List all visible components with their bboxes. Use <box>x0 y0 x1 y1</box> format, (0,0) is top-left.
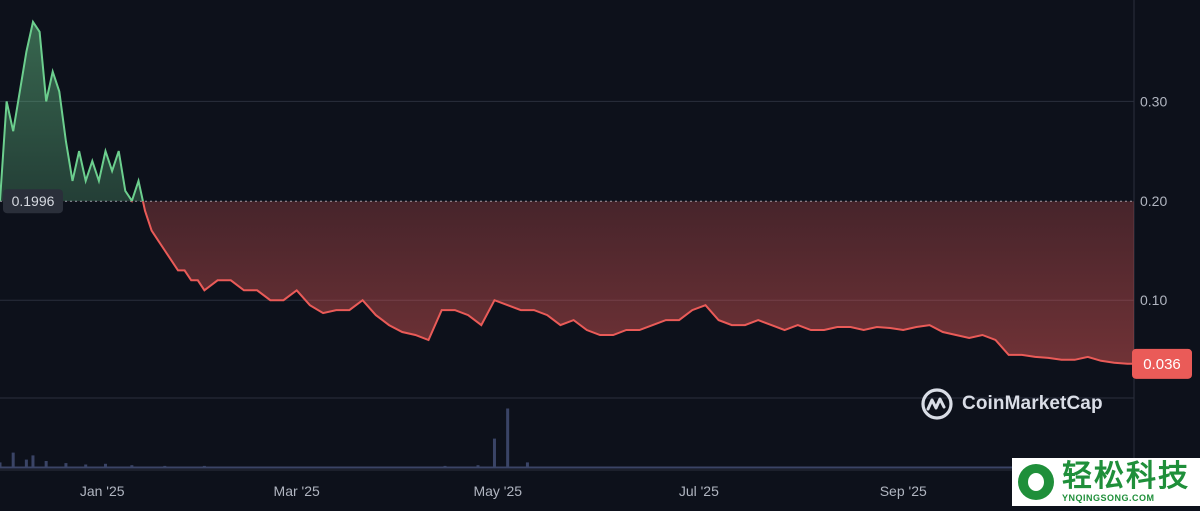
x-tick-label: Jan '25 <box>80 483 125 499</box>
price-line-up <box>0 19 144 202</box>
baseline-label: 0.1996 <box>12 193 55 209</box>
x-tick-label: Mar '25 <box>274 483 320 499</box>
volume-bar <box>31 455 35 468</box>
volume-bar <box>103 463 107 468</box>
volume-bar <box>11 452 15 468</box>
value-labels: 0.1996 0.036 <box>3 189 1192 379</box>
y-tick-label: 0.20 <box>1140 193 1167 209</box>
leaf-logo-icon <box>1018 464 1054 500</box>
site-logo-cn: 轻松科技 <box>1062 459 1190 493</box>
axis-labels: 0.30 0.20 0.10 Jan '25 Mar '25 May '25 Jul '25… <box>80 93 1176 499</box>
price-line <box>0 19 1134 365</box>
last-value-label: 0.036 <box>1143 356 1181 373</box>
x-tick-label: Sep '25 <box>880 483 927 499</box>
price-area <box>0 21 1134 364</box>
site-logo-en: YNQINGSONG.COM <box>1062 492 1155 503</box>
volume-bar <box>44 461 48 468</box>
volume-bar <box>492 438 496 468</box>
price-area-down <box>0 201 1134 364</box>
watermark-text: CoinMarketCap <box>962 393 1103 414</box>
volume-bar <box>525 462 529 468</box>
baseline-label-bg <box>3 189 63 214</box>
volume-bar <box>84 464 88 468</box>
price-line-down <box>130 201 1134 365</box>
volume-bar <box>24 459 28 468</box>
volume-bar <box>64 463 68 468</box>
volume-bar <box>0 462 2 468</box>
last-value-label-bg <box>1132 348 1192 379</box>
coinmarketcap-watermark: CoinMarketCap <box>920 386 1103 422</box>
x-tick-label: Jul '25 <box>679 483 719 499</box>
coinmarketcap-logo-icon <box>921 388 953 420</box>
volume-bar <box>506 408 510 468</box>
site-logo: 轻松科技 YNQINGSONG.COM <box>1012 458 1200 506</box>
y-tick-label: 0.30 <box>1140 93 1167 109</box>
y-tick-label: 0.10 <box>1140 292 1167 308</box>
x-tick-label: May '25 <box>473 483 522 499</box>
